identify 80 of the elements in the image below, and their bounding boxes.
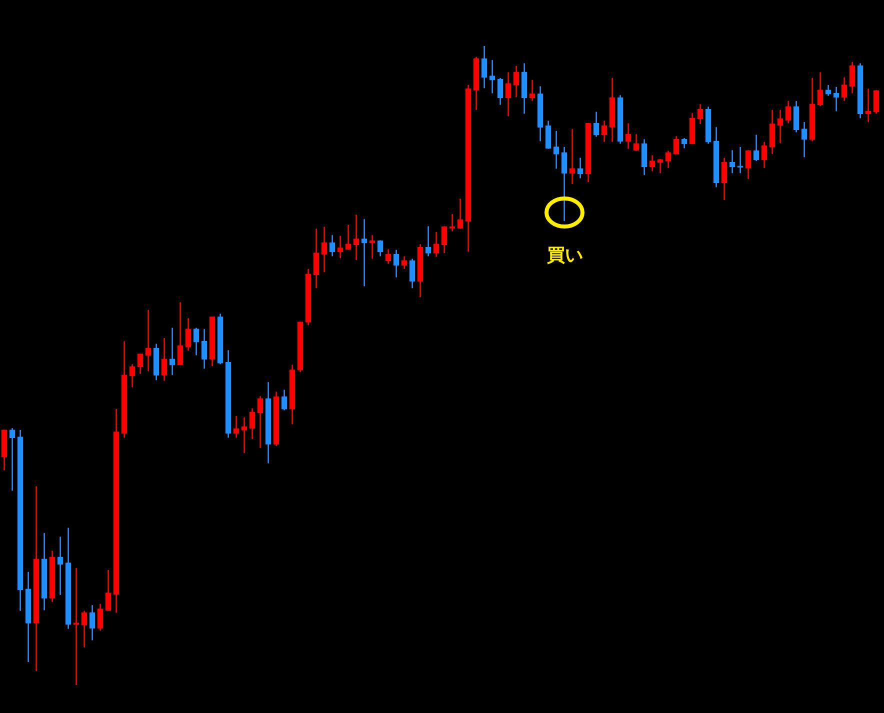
candlestick	[874, 89, 880, 114]
candlestick	[570, 128, 576, 185]
candlestick	[722, 157, 728, 201]
candlestick	[130, 364, 136, 388]
candlestick	[282, 389, 288, 411]
candlestick	[738, 146, 744, 174]
candlestick	[170, 327, 176, 376]
candlestick	[82, 610, 88, 648]
candlestick	[682, 137, 688, 149]
candlestick	[642, 138, 648, 176]
candlestick	[730, 150, 736, 174]
candlestick	[314, 228, 320, 289]
candlestick	[866, 88, 872, 123]
candlestick	[802, 121, 808, 158]
candlestick	[250, 408, 256, 440]
candlestick	[826, 84, 832, 96]
candlestick	[106, 569, 112, 612]
candlestick	[426, 226, 432, 257]
candlestick	[602, 120, 608, 142]
candlestick	[530, 79, 536, 102]
candlestick	[338, 235, 344, 259]
candlestick	[394, 249, 400, 278]
candlestick	[514, 65, 520, 98]
candlestick	[842, 76, 848, 102]
candlestick	[178, 302, 184, 366]
candlestick	[58, 536, 64, 596]
candlestick	[202, 328, 208, 370]
candlestick	[242, 416, 248, 454]
candlestick	[834, 86, 840, 112]
candlestick	[322, 226, 328, 273]
candlestick	[850, 61, 856, 94]
candlestick	[546, 120, 552, 150]
candlestick	[402, 256, 408, 270]
candlestick	[498, 77, 504, 106]
candlestick	[562, 146, 568, 222]
candlestick	[450, 213, 456, 232]
candlestick	[778, 109, 784, 144]
candlestick	[634, 134, 640, 152]
candlestick	[674, 135, 680, 155]
candlestick	[434, 231, 440, 258]
candlestick	[458, 198, 464, 230]
candlestick	[794, 100, 800, 133]
candlestick	[650, 154, 656, 172]
candlestick	[386, 248, 392, 265]
annotation: 買い	[546, 245, 583, 266]
candlestick	[482, 45, 488, 89]
candlestick	[370, 234, 376, 260]
candlestick	[762, 141, 768, 169]
candlestick	[698, 104, 704, 125]
candlestick	[578, 157, 584, 179]
candlestick	[90, 604, 96, 641]
candlestick	[258, 396, 264, 449]
candlestick	[98, 603, 104, 632]
candlestick	[10, 427, 16, 492]
candlestick	[362, 218, 368, 287]
candlestick	[234, 415, 240, 438]
candlestick	[594, 111, 600, 138]
candlestick	[138, 353, 144, 374]
candlestick	[754, 134, 760, 162]
candlestick	[442, 226, 448, 254]
candlestick	[666, 150, 672, 169]
candlestick	[378, 240, 384, 257]
candlestick	[162, 337, 168, 382]
candlestick	[490, 59, 496, 94]
candlestick	[330, 234, 336, 257]
candlestick	[626, 122, 632, 150]
candlestick	[74, 567, 80, 686]
candlestick	[786, 100, 792, 124]
candlestick	[506, 72, 512, 117]
candlestick	[770, 109, 776, 155]
candlestick	[818, 72, 824, 107]
candlestick	[146, 309, 152, 372]
candlestick	[746, 150, 752, 180]
candlestick	[186, 318, 192, 352]
candlestick	[658, 158, 664, 174]
candlestick	[554, 130, 560, 170]
candlestick	[346, 224, 352, 250]
candlestick	[410, 258, 416, 289]
candlestick	[194, 327, 200, 356]
candlestick	[354, 214, 360, 261]
